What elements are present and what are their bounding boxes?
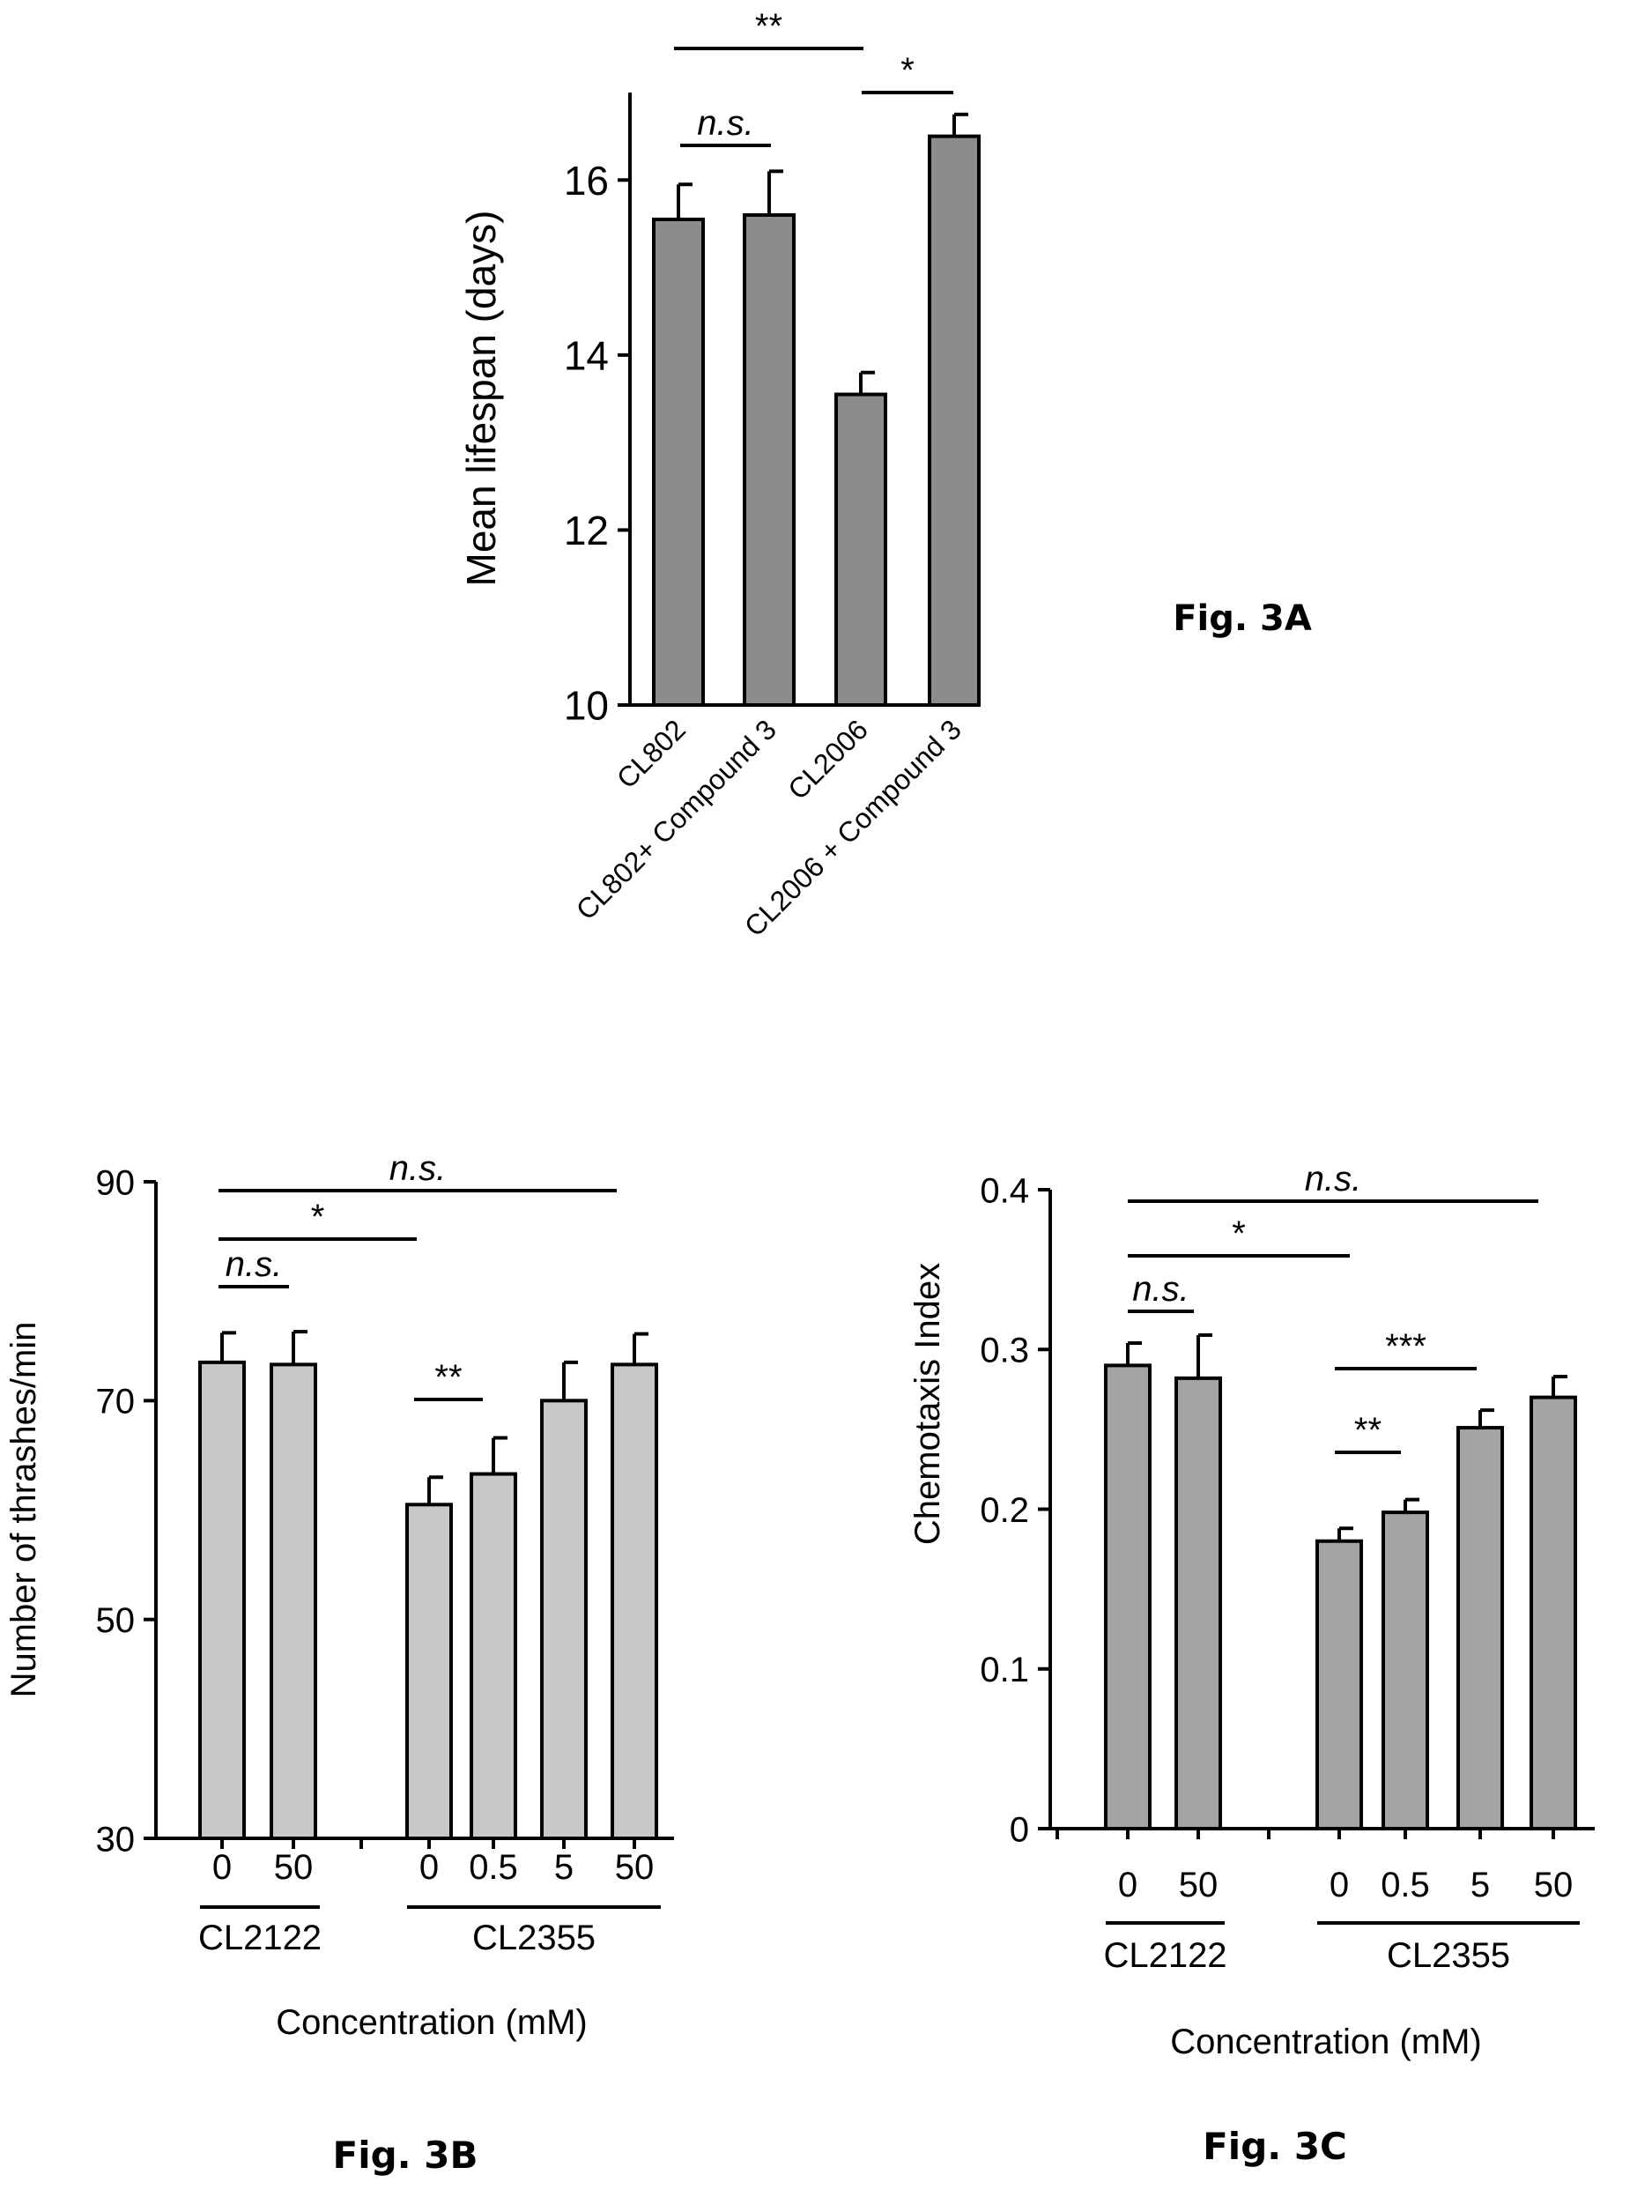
significance-label: **	[434, 1358, 462, 1397]
significance-label: *	[900, 51, 915, 90]
y-axis-label: Chemotaxis Index	[908, 1263, 947, 1545]
x-axis-label: Concentration (mM)	[1170, 2023, 1481, 2061]
group-label: CL2122	[198, 1919, 322, 1957]
x-category-label: CL2006	[782, 713, 874, 805]
x-category-label: 0	[1330, 1866, 1349, 1904]
x-category-label: 50	[274, 1848, 314, 1887]
x-category-label: 0	[419, 1848, 439, 1887]
bar	[834, 392, 887, 707]
figure-label: Fig. 3C	[1203, 2125, 1347, 2168]
y-tick-label: 0	[1010, 1810, 1029, 1849]
y-tick-label: 0.4	[980, 1171, 1029, 1210]
x-category-label: 5	[554, 1848, 574, 1887]
y-tick-label: 10	[564, 683, 609, 729]
bar	[198, 1360, 246, 1840]
y-axis-label: Number of thrashes/min	[4, 1322, 43, 1698]
group-label: CL2355	[1387, 1936, 1510, 1975]
bar	[1174, 1376, 1222, 1830]
x-category-label: 0	[1118, 1866, 1137, 1904]
bar	[743, 213, 796, 707]
y-axis-label: Mean lifespan (days)	[458, 211, 504, 587]
significance-label: ***	[1385, 1327, 1426, 1366]
bar	[652, 217, 705, 707]
significance-label: **	[755, 7, 782, 46]
significance-label: n.s.	[389, 1149, 446, 1188]
bar	[928, 134, 981, 707]
y-tick-label: 14	[564, 332, 609, 378]
y-tick-label: 16	[564, 158, 609, 204]
bar	[1104, 1363, 1152, 1830]
bar	[611, 1362, 658, 1840]
y-tick-label: 0.1	[980, 1651, 1029, 1689]
figure-label: Fig. 3A	[1173, 598, 1312, 639]
y-tick-label: 12	[564, 508, 609, 553]
chart-3: 0 0.1 0.2 0.3 0.4 0 50 0 0.5 5 50 CL2122 CL2355 Conce…	[908, 1160, 1595, 2168]
y-tick-label: 0.2	[980, 1491, 1029, 1530]
x-category-label: CL802	[611, 713, 692, 794]
bar	[540, 1399, 588, 1841]
significance-label: *	[311, 1198, 325, 1236]
significance-label: n.s.	[226, 1245, 282, 1284]
bar	[270, 1362, 317, 1840]
significance-label: *	[1232, 1214, 1246, 1253]
bar	[1456, 1426, 1504, 1830]
bar	[1530, 1395, 1577, 1830]
figure-label: Fig. 3B	[333, 2134, 478, 2177]
y-tick-label: 70	[96, 1383, 136, 1421]
significance-label: n.s.	[1305, 1160, 1361, 1199]
chart-2: 30 50 70 90 0 50 0 0.5 5 50 CL2122 CL2355 Concentrat…	[4, 1149, 674, 2177]
x-category-label: 50	[1534, 1866, 1574, 1904]
x-category-label: 5	[1471, 1866, 1490, 1904]
x-category-label: 50	[615, 1848, 655, 1887]
x-axis-label: Concentration (mM)	[276, 2003, 587, 2042]
significance-label: **	[1354, 1411, 1382, 1450]
significance-label: n.s.	[697, 104, 753, 143]
significance-label: n.s.	[1132, 1270, 1189, 1309]
bar	[1382, 1511, 1429, 1830]
y-tick-label: 90	[96, 1163, 136, 1202]
group-label: CL2355	[472, 1919, 596, 1957]
bar	[1315, 1539, 1363, 1830]
x-category-label: 0.5	[1381, 1866, 1430, 1904]
bar	[405, 1503, 453, 1840]
group-label: CL2122	[1103, 1936, 1226, 1975]
y-tick-label: 30	[96, 1820, 136, 1859]
y-tick-label: 0.3	[980, 1332, 1029, 1370]
x-category-label: 0.5	[469, 1848, 518, 1887]
bar	[470, 1472, 517, 1841]
x-category-label: 50	[1179, 1866, 1219, 1904]
x-category-label: 0	[212, 1848, 232, 1887]
y-tick-label: 50	[96, 1601, 136, 1640]
